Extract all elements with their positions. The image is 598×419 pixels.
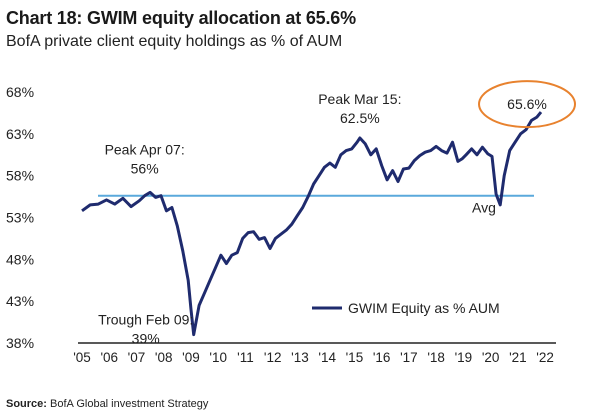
chart-subtitle: BofA private client equity holdings as %… (6, 33, 343, 50)
y-tick-label: 53% (6, 210, 34, 226)
y-tick-label: 63% (6, 126, 34, 142)
source-note: Source: BofA Global investment Strategy (6, 398, 208, 410)
y-tick-label: 43% (6, 293, 34, 309)
average-label: Avg (472, 200, 496, 216)
y-tick-label: 58% (6, 168, 34, 184)
series-line-gwim-equity (81, 111, 543, 337)
x-tick-label: '10 (209, 350, 227, 365)
annotation-latest-value: 65.6% (507, 96, 547, 112)
x-tick-label: '19 (455, 350, 473, 365)
x-tick-label: '22 (536, 350, 554, 365)
latest-value-highlight-circle (478, 80, 577, 129)
x-tick-label: '17 (400, 350, 418, 365)
annotation-peak-mar15-value: 62.5% (340, 110, 380, 126)
source-label: Source: (6, 398, 47, 410)
x-tick-label: '06 (100, 350, 118, 365)
y-tick-label: 68% (6, 84, 34, 100)
annotation-trough-feb09-label: Trough Feb 09: (98, 312, 193, 328)
x-tick-label: '05 (73, 350, 91, 365)
x-tick-label: '14 (318, 350, 336, 365)
chart-title: Chart 18: GWIM equity allocation at 65.6… (6, 8, 356, 28)
x-tick-label: '08 (155, 350, 173, 365)
x-tick-label: '21 (509, 350, 527, 365)
x-tick-label: '12 (264, 350, 282, 365)
annotation-peak-mar15-label: Peak Mar 15: (318, 91, 401, 107)
annotation-peak-apr07-value: 56% (131, 160, 159, 176)
annotation-peak-apr07-label: Peak Apr 07: (105, 141, 185, 157)
x-tick-label: '13 (291, 350, 309, 365)
x-tick-label: '11 (237, 350, 254, 365)
x-tick-label: '16 (373, 350, 391, 365)
x-tick-label: '20 (482, 350, 500, 365)
annotation-trough-feb09-value: 39% (132, 331, 160, 347)
source-text: BofA Global investment Strategy (50, 398, 209, 410)
x-tick-label: '07 (128, 350, 146, 365)
legend: GWIM Equity as % AUM (312, 300, 500, 316)
x-tick-label: '18 (427, 350, 445, 365)
x-tick-label: '15 (346, 350, 364, 365)
y-tick-label: 48% (6, 251, 34, 267)
y-tick-label: 38% (6, 335, 34, 351)
x-tick-label: '09 (182, 350, 200, 365)
legend-label: GWIM Equity as % AUM (348, 300, 500, 316)
